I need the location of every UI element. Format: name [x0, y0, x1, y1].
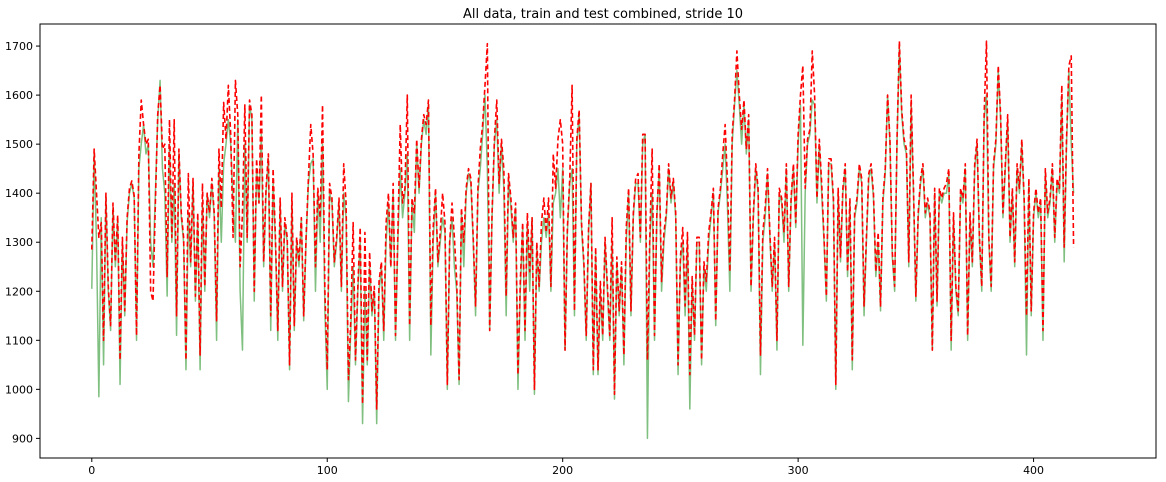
y-tick-label: 1400 [5, 187, 33, 200]
y-tick-label: 1300 [5, 236, 33, 249]
y-tick-label: 1600 [5, 89, 33, 102]
x-tick-label: 400 [1023, 464, 1044, 477]
series-line-dashed-red [91, 40, 1075, 410]
y-tick-label: 1000 [5, 383, 33, 396]
series-layer [91, 40, 1075, 440]
y-tick-label: 1500 [5, 138, 33, 151]
y-tick-label: 900 [12, 432, 33, 445]
x-tick-label: 100 [317, 464, 338, 477]
x-tick-label: 200 [552, 464, 573, 477]
y-tick-label: 1200 [5, 285, 33, 298]
y-axis: 900 1000 1100 1200 1300 1400 1500 1600 1700 [5, 40, 40, 445]
x-tick-label: 300 [788, 464, 809, 477]
x-axis: 0 100 200 300 400 [88, 458, 1044, 477]
x-tick-label: 0 [88, 464, 95, 477]
y-tick-label: 1700 [5, 40, 33, 53]
y-tick-label: 1100 [5, 334, 33, 347]
chart-title: All data, train and test combined, strid… [463, 7, 743, 22]
